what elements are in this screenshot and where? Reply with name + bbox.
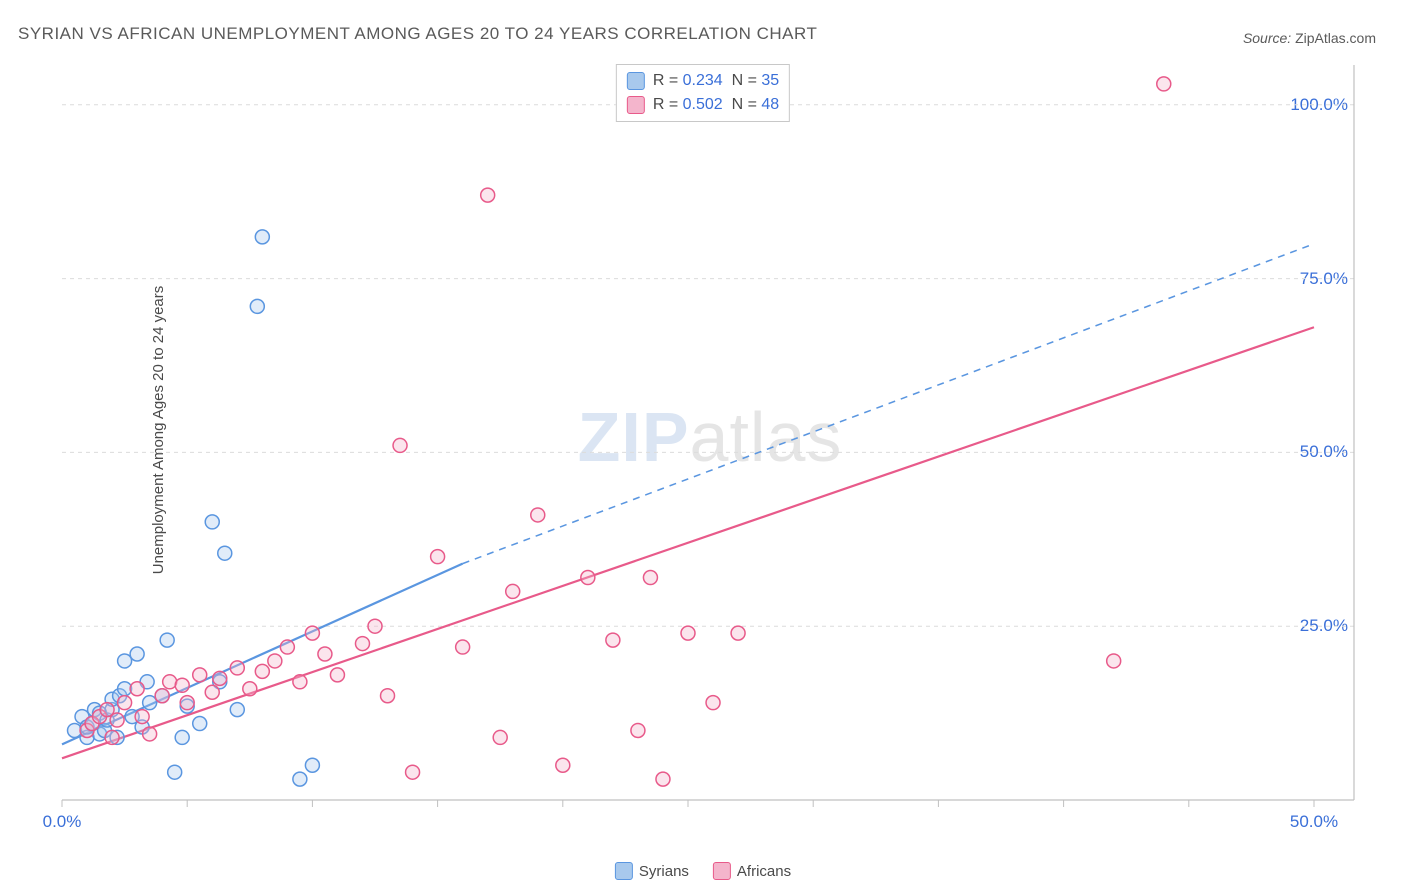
legend-series-label: Syrians (639, 863, 689, 880)
plot-area: ZIPatlas 25.0%50.0%75.0%100.0%0.0%50.0% (50, 60, 1370, 830)
legend-swatch (627, 96, 645, 114)
scatter-chart-svg (50, 60, 1370, 830)
legend-swatch (627, 72, 645, 90)
legend-correlation: R = 0.234 N = 35R = 0.502 N = 48 (616, 64, 790, 122)
legend-series-label: Africans (737, 863, 791, 880)
legend-series: Syrians Africans (615, 862, 791, 880)
legend-swatch (713, 862, 731, 880)
legend-correlation-row: R = 0.234 N = 35 (627, 69, 779, 93)
legend-swatch (615, 862, 633, 880)
legend-series-item: Africans (713, 862, 791, 880)
legend-stat-text: R = 0.234 N = 35 (653, 69, 779, 93)
legend-stat-text: R = 0.502 N = 48 (653, 93, 779, 117)
legend-series-item: Syrians (615, 862, 689, 880)
legend-correlation-row: R = 0.502 N = 48 (627, 93, 779, 117)
chart-title: SYRIAN VS AFRICAN UNEMPLOYMENT AMONG AGE… (18, 24, 817, 44)
source-credit: Source: ZipAtlas.com (1243, 30, 1376, 46)
source-name: ZipAtlas.com (1295, 30, 1376, 46)
source-prefix: Source: (1243, 30, 1295, 46)
